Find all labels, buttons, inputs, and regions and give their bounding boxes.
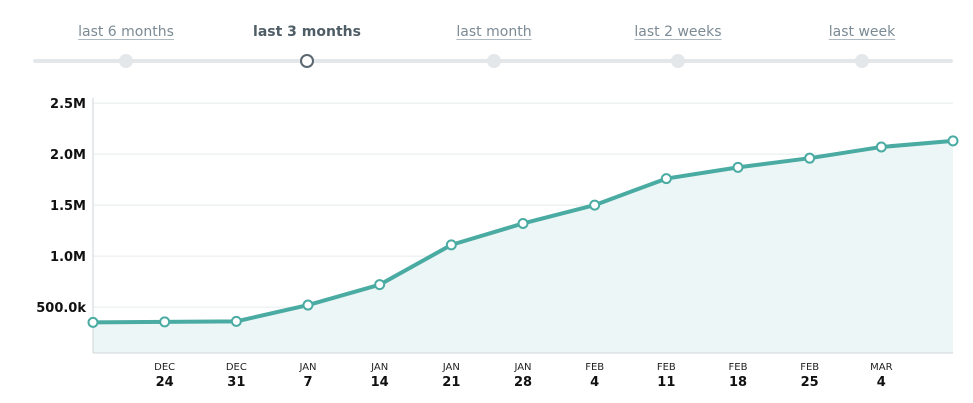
data-point	[732, 161, 744, 173]
data-point	[87, 316, 99, 328]
x-tick-day: 11	[657, 375, 675, 390]
range-knob[interactable]	[119, 54, 133, 68]
y-tick-label: 2.5M	[50, 97, 86, 112]
range-option-label[interactable]: last 6 months	[78, 24, 174, 40]
data-point	[517, 217, 529, 229]
x-axis-ticks: DEC 24 DEC 31 JAN 7 JAN 14 JAN 21 JAN 28 FEB 4 FEB 11 FE…	[154, 362, 892, 390]
x-tick-day: 14	[371, 375, 389, 390]
x-tick-month: FEB	[729, 362, 748, 373]
x-tick-day: 28	[514, 375, 532, 390]
x-tick-month: FEB	[800, 362, 819, 373]
axes	[92, 98, 953, 354]
x-tick-month: FEB	[585, 362, 604, 373]
data-point	[445, 239, 457, 251]
x-tick-month: DEC	[154, 362, 175, 373]
data-point	[875, 141, 887, 153]
y-tick-label: 500.0k	[36, 301, 86, 316]
range-option-1[interactable]: last 3 months	[227, 0, 387, 80]
x-tick-month: JAN	[370, 362, 388, 373]
x-tick-day: 4	[590, 375, 599, 390]
data-point	[804, 152, 816, 164]
range-option-label[interactable]: last month	[456, 24, 532, 40]
data-point	[589, 199, 601, 211]
data-point	[230, 315, 242, 327]
x-tick-month: JAN	[513, 362, 531, 373]
range-option-label[interactable]: last 3 months	[253, 24, 361, 40]
data-points	[87, 135, 959, 328]
area-chart: 500.0k 1.0M 1.5M 2.0M 2.5M DEC 24 DEC 31 JAN 7 JAN…	[36, 97, 959, 390]
x-tick-month: JAN	[442, 362, 460, 373]
range-knob-selected[interactable]	[300, 54, 314, 68]
x-tick-day: 21	[442, 375, 460, 390]
x-tick-day: 7	[303, 375, 312, 390]
range-option-4[interactable]: last week	[782, 0, 942, 80]
x-tick-day: 25	[801, 375, 819, 390]
x-tick-day: 4	[877, 375, 886, 390]
area-fill-layer	[93, 140, 953, 353]
area-fill	[93, 140, 953, 353]
x-tick-day: 18	[729, 375, 747, 390]
x-tick-month: JAN	[298, 362, 316, 373]
data-point	[947, 135, 959, 147]
x-tick-day: 24	[156, 375, 174, 390]
y-axis-ticks: 500.0k 1.0M 1.5M 2.0M 2.5M	[36, 97, 86, 316]
range-option-3[interactable]: last 2 weeks	[598, 0, 758, 80]
y-tick-label: 1.0M	[50, 250, 86, 265]
data-point	[302, 299, 314, 311]
data-point	[159, 316, 171, 328]
range-option-0[interactable]: last 6 months	[46, 0, 206, 80]
x-tick-month: MAR	[870, 362, 892, 373]
range-option-label[interactable]: last week	[828, 24, 896, 40]
x-tick-month: DEC	[226, 362, 247, 373]
y-tick-label: 2.0M	[50, 148, 86, 163]
range-knob[interactable]	[855, 54, 869, 68]
x-tick-day: 31	[227, 375, 245, 390]
range-knob[interactable]	[671, 54, 685, 68]
time-range-selector: last 6 months last 3 months last month last…	[0, 0, 973, 80]
data-point	[660, 173, 672, 185]
range-option-2[interactable]: last month	[414, 0, 574, 80]
range-knob[interactable]	[487, 54, 501, 68]
range-option-label[interactable]: last 2 weeks	[634, 24, 722, 40]
x-tick-month: FEB	[657, 362, 676, 373]
y-tick-label: 1.5M	[50, 199, 86, 214]
data-point	[374, 279, 386, 291]
